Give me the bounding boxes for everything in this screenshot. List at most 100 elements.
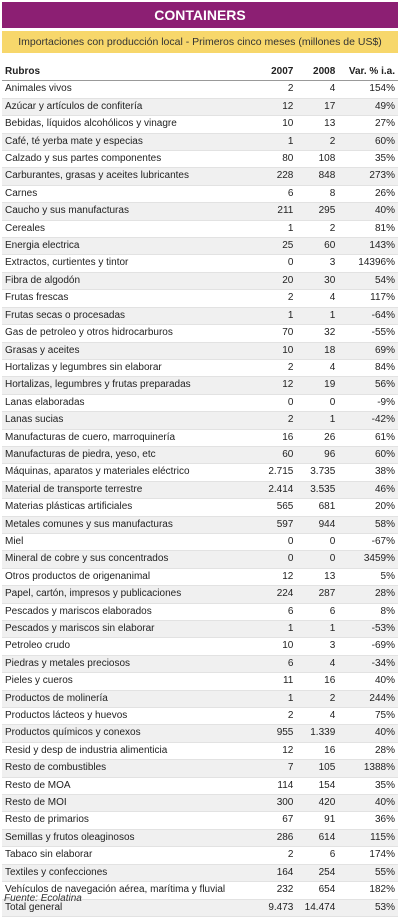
table-row: Frutas secas o procesadas 1 1 -64% — [2, 307, 398, 326]
table-cell: -64% — [338, 307, 398, 326]
table-cell: 69% — [338, 342, 398, 360]
table-cell: 681 — [296, 498, 339, 517]
table-cell: 26% — [338, 185, 398, 204]
table-cell: 28% — [338, 585, 398, 604]
table-cell: 286 — [260, 829, 297, 848]
table-cell: 3 — [296, 637, 339, 656]
table-cell: 2 — [260, 707, 297, 726]
table-cell: 49% — [338, 98, 398, 117]
table-cell: Mineral de cobre y sus concentrados — [2, 550, 261, 569]
table-cell: 17 — [296, 98, 339, 117]
table-cell: 614 — [296, 829, 339, 848]
table-row: Gas de petroleo y otros hidrocarburos 70 3… — [2, 324, 398, 343]
table-cell: 1.339 — [296, 724, 339, 743]
table-cell: Manufacturas de cuero, marroquinería — [2, 429, 261, 447]
table-cell: 35% — [338, 777, 398, 796]
table-cell: 70 — [260, 324, 297, 343]
table-cell: 91 — [296, 811, 339, 830]
table-cell: 81% — [338, 220, 398, 239]
table-cell: 1 — [296, 307, 339, 326]
table-cell: 56% — [338, 376, 398, 395]
table-cell: Fibra de algodón — [2, 272, 261, 291]
table-cell: 2 — [260, 80, 297, 99]
table-cell: 174% — [338, 846, 398, 865]
table-cell: 154 — [296, 777, 339, 796]
table-cell: Productos químicos y conexos — [2, 724, 261, 743]
table-row: Pieles y cueros 11 16 40% — [2, 672, 398, 691]
table-cell: 75% — [338, 707, 398, 726]
table-cell: 4 — [296, 80, 339, 99]
table-cell: -9% — [338, 394, 398, 413]
table-cell: Cereales — [2, 220, 261, 239]
table-row: Materias plásticas artificiales 565 681 20% — [2, 498, 398, 517]
table-cell: 6 — [296, 603, 339, 622]
table-cell: Extractos, curtientes y tintor — [2, 254, 261, 273]
table-cell: 6 — [296, 846, 339, 865]
table-cell: 3.735 — [296, 463, 339, 482]
table-cell: 26 — [296, 429, 339, 447]
column-header: 2008 — [296, 64, 339, 82]
table-cell: 32 — [296, 324, 339, 343]
table-row: Resto de combustibles 7 105 1388% — [2, 759, 398, 778]
table-cell: 273% — [338, 167, 398, 186]
table-cell: Semillas y frutos oleaginosos — [2, 829, 261, 848]
table-cell: Lanas sucias — [2, 411, 261, 430]
table-cell: Calzado y sus partes componentes — [2, 150, 261, 169]
table-cell: 2 — [296, 220, 339, 239]
table-cell: Manufacturas de piedra, yeso, etc — [2, 446, 261, 465]
table-cell: 28% — [338, 742, 398, 761]
table-row: Resto de primarios 67 91 36% — [2, 811, 398, 830]
table-cell: 8% — [338, 603, 398, 622]
table-cell: 60 — [296, 237, 339, 256]
table-cell: 35% — [338, 150, 398, 169]
table-cell: 420 — [296, 794, 339, 813]
table-cell: 287 — [296, 585, 339, 604]
table-row: Resid y desp de industria alimenticia 12 1… — [2, 742, 398, 761]
table-cell: 61% — [338, 429, 398, 447]
table-cell: 67 — [260, 811, 297, 830]
table-cell: 60 — [260, 446, 297, 465]
table-cell: 1 — [260, 620, 297, 639]
table-cell: 4 — [296, 655, 339, 674]
table-cell: 1 — [260, 220, 297, 239]
table-row: Carburantes, grasas y aceites lubricante… — [2, 167, 398, 186]
table-row: Otros productos de origenanimal 12 13 5% — [2, 568, 398, 587]
table-row: Pescados y mariscos sin elaborar 1 1 -53% — [2, 620, 398, 639]
table-cell: 27% — [338, 115, 398, 134]
table-cell: 1 — [260, 690, 297, 709]
table-row: Papel, cartón, impresos y publicaciones 2… — [2, 585, 398, 604]
column-header: Var. % i.a. — [338, 64, 398, 82]
table-cell: 0 — [260, 533, 297, 552]
table-cell: Petroleo crudo — [2, 637, 261, 656]
table-cell: -53% — [338, 620, 398, 639]
table-cell: 18 — [296, 342, 339, 360]
table-cell: 6 — [260, 603, 297, 622]
table-row: Café, té yerba mate y especias 1 2 60% — [2, 133, 398, 152]
table-cell: 40% — [338, 202, 398, 221]
table-cell: 20 — [260, 272, 297, 291]
table-cell: Papel, cartón, impresos y publicaciones — [2, 585, 261, 604]
table-row: Piedras y metales preciosos 6 4 -34% — [2, 655, 398, 674]
table-row: Resto de MOI 300 420 40% — [2, 794, 398, 813]
subtitle-bar: Importaciones con producción local - Pri… — [2, 31, 398, 53]
table-cell: Piedras y metales preciosos — [2, 655, 261, 674]
table-cell: Textiles y confecciones — [2, 864, 261, 883]
table-cell: 58% — [338, 516, 398, 534]
table-cell: 848 — [296, 167, 339, 186]
table-cell: 2 — [296, 690, 339, 709]
table-cell: 12 — [260, 376, 297, 395]
title-bar: CONTAINERS — [2, 2, 398, 28]
table-cell: 2.715 — [260, 463, 297, 482]
table-cell: Metales comunes y sus manufacturas — [2, 516, 261, 534]
header-row: Rubros 2007 2008 Var. % i.a. — [2, 64, 398, 82]
table-cell: Hortalizas y legumbres sin elaborar — [2, 359, 261, 378]
table-cell: 1388% — [338, 759, 398, 778]
table-cell: Vehículos de navegación aérea, marítima … — [2, 881, 261, 900]
column-header: 2007 — [260, 64, 297, 82]
table-row: Manufacturas de piedra, yeso, etc 60 96 60% — [2, 446, 398, 465]
table-row: Grasas y aceites 10 18 69% — [2, 342, 398, 360]
table-cell: Frutas frescas — [2, 289, 261, 308]
table-cell: 20% — [338, 498, 398, 517]
table-cell: -69% — [338, 637, 398, 656]
table-cell: 2.414 — [260, 481, 297, 500]
